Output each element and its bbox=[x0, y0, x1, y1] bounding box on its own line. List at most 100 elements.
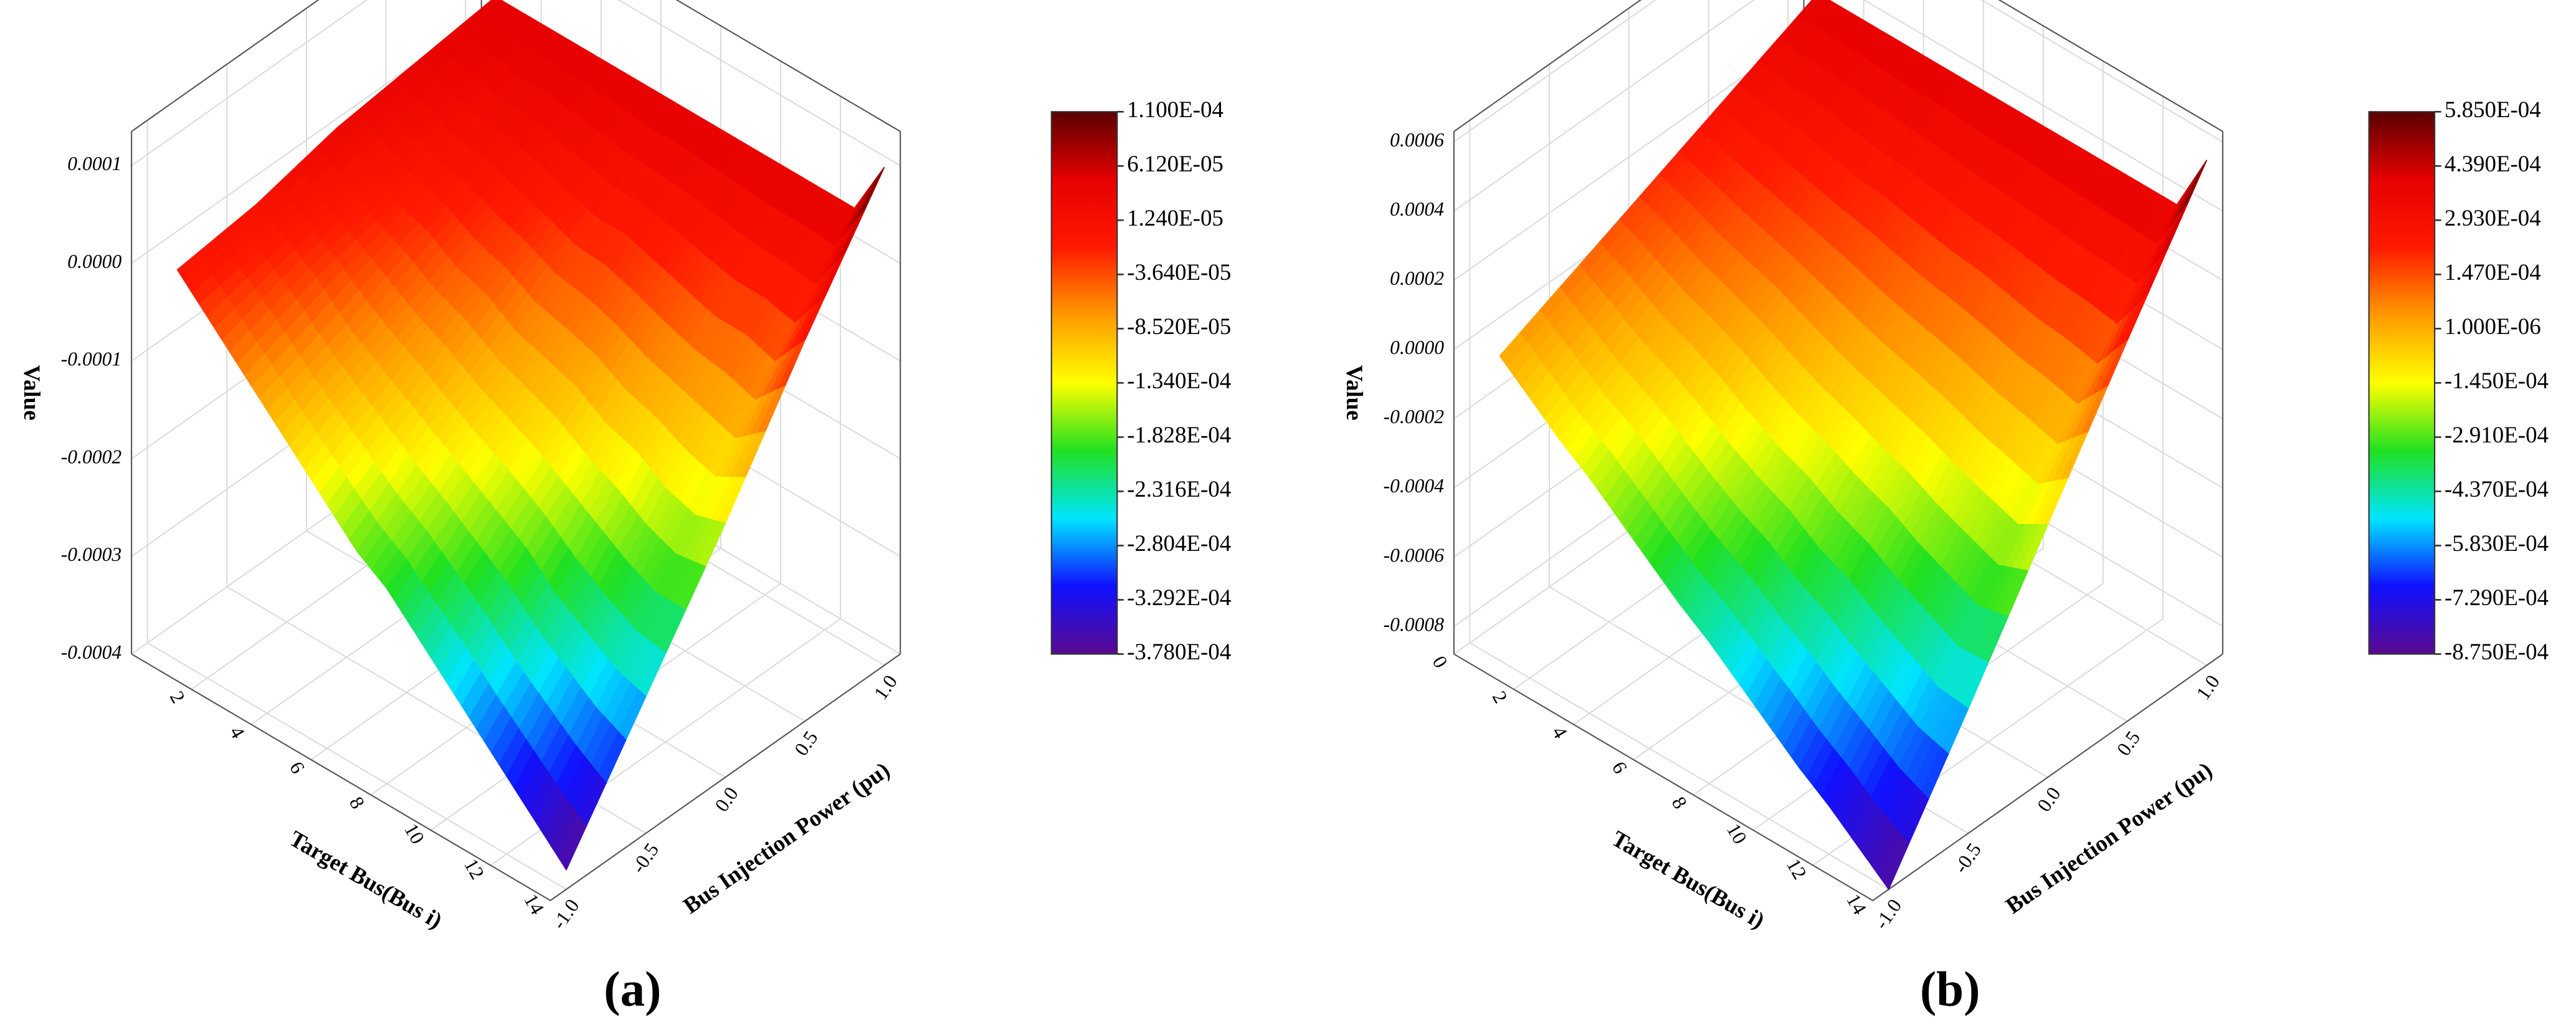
surface-cell bbox=[346, 229, 457, 363]
x-tick-label: 10 bbox=[1723, 819, 1751, 848]
surface-cell bbox=[1977, 133, 2088, 295]
surface-cell bbox=[1797, 27, 1909, 155]
x-grid-line bbox=[490, 96, 842, 866]
colorbar-label: 6.120E-05 bbox=[1127, 151, 1224, 176]
surface-cell bbox=[1708, 509, 1820, 685]
z-tick-label: -0.0002 bbox=[1383, 406, 1444, 428]
x-tick-label: 10 bbox=[400, 819, 429, 848]
colorbar-label: -1.828E-04 bbox=[1127, 422, 1231, 447]
surface-cell bbox=[1768, 578, 1880, 768]
x-tick-label: 8 bbox=[345, 793, 369, 813]
surface-cell bbox=[335, 62, 447, 166]
surface-cell bbox=[1827, 45, 1939, 179]
y-tick-label: 0.0 bbox=[711, 783, 743, 815]
surface-cell bbox=[525, 423, 637, 596]
surface-cell bbox=[476, 594, 587, 777]
surface-cell bbox=[206, 240, 318, 365]
surface-cell bbox=[744, 189, 855, 363]
colorbar-label: 5.850E-04 bbox=[2445, 97, 2541, 122]
colorbar-label: -3.640E-05 bbox=[1127, 259, 1231, 285]
axis-box bbox=[131, 0, 901, 132]
surface-cell bbox=[1638, 233, 1749, 371]
surface-cell bbox=[624, 119, 736, 263]
surface-cell bbox=[714, 172, 825, 335]
x-tick-label: 6 bbox=[285, 758, 309, 777]
x-tick-label: 14 bbox=[1842, 890, 1871, 918]
surface-cell bbox=[2007, 151, 2118, 320]
surface-cell bbox=[1887, 80, 1999, 226]
surface-cell bbox=[1897, 269, 2008, 438]
surface-cell bbox=[1937, 523, 2049, 710]
surface-cell bbox=[1678, 477, 1790, 643]
z-tick-label: 0.0004 bbox=[1390, 198, 1444, 220]
y-tick-label: -1.0 bbox=[1870, 895, 1906, 933]
z-tick-label: -0.0003 bbox=[61, 543, 122, 565]
surface-cell bbox=[376, 266, 487, 401]
y-tick-label: 0.5 bbox=[790, 727, 822, 760]
surface-cell bbox=[1758, 352, 1869, 511]
surface-cell bbox=[506, 631, 617, 824]
surface-cell bbox=[695, 338, 806, 524]
y-tick-label: 1.0 bbox=[2192, 671, 2224, 704]
surface-cell bbox=[505, 49, 616, 163]
colorbar-label: -7.290E-04 bbox=[2445, 585, 2549, 610]
surface-cell bbox=[286, 165, 397, 279]
z-tick-label: -0.0008 bbox=[1383, 613, 1444, 635]
x-tick-label: 6 bbox=[1608, 758, 1632, 777]
surface-cell bbox=[1728, 320, 1839, 479]
z-tick-label: 0.0001 bbox=[67, 153, 121, 174]
colorbar-label: -8.750E-04 bbox=[2445, 639, 2549, 664]
surface-cell bbox=[1798, 617, 1909, 807]
surface-cell bbox=[266, 324, 378, 459]
colorbar-label: -8.520E-05 bbox=[1127, 313, 1231, 339]
z-tick-label: -0.0002 bbox=[61, 446, 122, 467]
surface-cell bbox=[176, 203, 288, 318]
surface-cell bbox=[416, 510, 527, 684]
surface-cell bbox=[2066, 186, 2178, 366]
surface-cell bbox=[406, 294, 517, 437]
z-grid-line bbox=[131, 0, 901, 166]
z-tick-label: -0.0006 bbox=[1383, 544, 1444, 566]
surface-cell bbox=[296, 361, 407, 505]
surface-cell bbox=[475, 31, 586, 136]
y-tick-label: 0.0 bbox=[2033, 783, 2065, 815]
x-tick-label: 2 bbox=[166, 687, 189, 707]
colorbar-label: 1.470E-04 bbox=[2445, 259, 2541, 285]
surface-cell bbox=[236, 277, 348, 411]
surface-cell bbox=[1828, 652, 1939, 849]
surface-cell bbox=[1738, 547, 1850, 727]
y-tick-label: -0.5 bbox=[1950, 839, 1985, 877]
colorbar-label: -5.830E-04 bbox=[2445, 530, 2549, 556]
surface-cell bbox=[555, 450, 667, 633]
surface-cell bbox=[615, 515, 726, 698]
surface-cell bbox=[2017, 340, 2128, 525]
colorbar-label: -1.340E-04 bbox=[1127, 368, 1231, 393]
x-tick-label: 4 bbox=[1548, 723, 1572, 742]
surface-cell bbox=[774, 166, 885, 363]
surface-cell bbox=[1908, 495, 2019, 689]
surface-cell bbox=[635, 316, 746, 489]
surface-cell bbox=[654, 136, 766, 290]
surface-cell bbox=[356, 436, 467, 590]
surface-cell bbox=[1917, 98, 2028, 250]
surface-cell bbox=[1857, 63, 1969, 201]
axis-box bbox=[1453, 653, 2223, 902]
surface-cell bbox=[316, 202, 427, 327]
surface-cell bbox=[605, 289, 716, 452]
z-axis-title: Value bbox=[19, 365, 45, 421]
y-tick-label: -0.5 bbox=[627, 839, 663, 877]
surface-cell bbox=[1648, 442, 1760, 604]
surface-cell bbox=[485, 189, 596, 333]
x-tick-label: 12 bbox=[1782, 855, 1811, 883]
x-axis-title: Target Bus(Bus i) bbox=[1607, 825, 1769, 934]
z-tick-label: -0.0001 bbox=[61, 348, 122, 370]
surface-cell bbox=[1807, 199, 1919, 354]
x-tick-label: 14 bbox=[520, 890, 548, 918]
surface-cell bbox=[445, 547, 557, 730]
colorbar-label: 2.930E-04 bbox=[2445, 205, 2541, 231]
surface-cell bbox=[1668, 261, 1779, 406]
x-tick-label: 12 bbox=[460, 855, 488, 883]
colorbar-label: -4.370E-04 bbox=[2445, 476, 2549, 502]
surface-cell bbox=[1767, 10, 1879, 131]
